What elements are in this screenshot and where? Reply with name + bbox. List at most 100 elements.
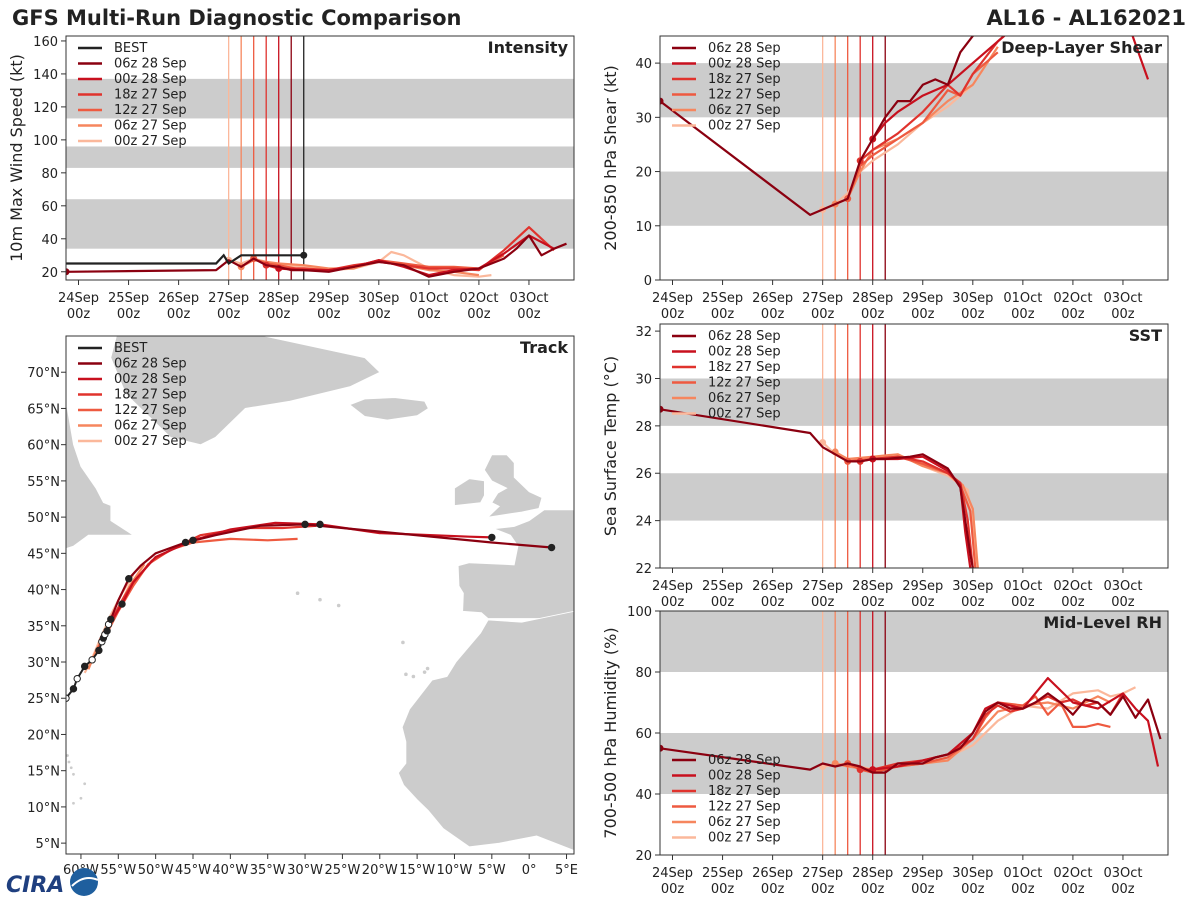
sst-xtick-label: 00z [811, 595, 835, 610]
shear-legend-label: 00z 27 Sep [708, 119, 781, 134]
island-shape [404, 672, 408, 676]
intensity-ytick-label: 40 [41, 233, 58, 248]
rh-xtick-label: 00z [761, 882, 785, 897]
island-shape [58, 752, 62, 756]
track-lon-label: 5°W [478, 863, 506, 878]
track-lat-label: 45°N [27, 547, 60, 562]
intensity-xtick-label: 03Oct [509, 291, 548, 306]
ireland-shape [455, 479, 485, 506]
track-best-point [108, 616, 114, 622]
track-lat-label: 5°N [36, 837, 61, 852]
shear-xtick-label: 00z [761, 307, 785, 322]
intensity-xtick-label: 01Oct [409, 291, 448, 306]
sst-legend-label: 06z 28 Sep [708, 329, 781, 344]
shear-xtick-label: 00z [1111, 307, 1135, 322]
track-best-point [96, 647, 102, 653]
intensity-ytick-label: 140 [33, 68, 58, 83]
rh-xtick-label: 30Sep [952, 866, 993, 881]
track-best-point [70, 686, 76, 692]
sst-ytick-label: 28 [635, 420, 652, 435]
shear-xtick-label: 01Oct [1003, 291, 1042, 306]
sst-xtick-label: 00z [861, 595, 885, 610]
shear-xtick-label: 00z [961, 307, 985, 322]
sst-xtick-label: 29Sep [902, 579, 943, 594]
track-lon-label: 55°W [100, 863, 136, 878]
rh-xtick-label: 00z [661, 882, 685, 897]
shear-ytick-label: 30 [635, 111, 652, 126]
sst-xtick-label: 00z [1111, 595, 1135, 610]
rh-xtick-label: 00z [711, 882, 735, 897]
intensity-xtick-label: 25Sep [108, 291, 149, 306]
shear-xtick-label: 26Sep [752, 291, 793, 306]
track-panel: 5°N10°N15°N20°N25°N30°N35°N40°N45°N50°N5… [6, 329, 578, 878]
shear-ytick-label: 0 [644, 274, 652, 289]
track-legend-label: BEST [114, 341, 147, 356]
sst-ytick-label: 24 [635, 515, 652, 530]
track-lon-label: 50°W [138, 863, 174, 878]
island-shape [72, 773, 76, 777]
island-shape [83, 782, 87, 786]
rh-xtick-label: 00z [1011, 882, 1035, 897]
rh-ytick-label: 60 [635, 727, 652, 742]
shear-ytick-label: 10 [635, 220, 652, 235]
island-shape [411, 674, 415, 678]
sst-legend-label: 06z 27 Sep [708, 391, 781, 406]
iceland-shape [350, 398, 428, 420]
charts-layer: 2040608010012014016024Sep00z25Sep00z26Se… [6, 0, 1168, 897]
intensity-best-marker [300, 252, 307, 259]
shear-xtick-label: 30Sep [952, 291, 993, 306]
sst-title: SST [1129, 326, 1162, 345]
sst-xtick-label: 00z [711, 595, 735, 610]
shear-xtick-label: 00z [1011, 307, 1035, 322]
shear-xtick-label: 25Sep [702, 291, 743, 306]
track-series-point [317, 521, 323, 527]
figure-canvas: GFS Multi-Run Diagnostic Comparison AL16… [0, 0, 1200, 900]
rh-xtick-label: 00z [811, 882, 835, 897]
intensity-xtick-label: 26Sep [158, 291, 199, 306]
cira-logo-globe [70, 868, 98, 896]
shear-xtick-label: 00z [911, 307, 935, 322]
rh-xtick-label: 25Sep [702, 866, 743, 881]
track-lat-label: 70°N [27, 366, 60, 381]
shear-ytick-label: 20 [635, 166, 652, 181]
track-lat-label: 35°N [27, 620, 60, 635]
cira-logo-text: CIRA [6, 873, 64, 898]
track-best-point [89, 657, 95, 663]
island-shape [72, 801, 76, 805]
intensity-xtick-label: 00z [117, 307, 141, 322]
intensity-legend-label: 06z 28 Sep [114, 57, 187, 72]
track-lat-label: 25°N [27, 692, 60, 707]
intensity-xtick-label: 28Sep [258, 291, 299, 306]
sst-xtick-label: 24Sep [652, 579, 693, 594]
intensity-ytick-label: 80 [41, 167, 58, 182]
sst-legend-label: 12z 27 Sep [708, 376, 781, 391]
shear-xtick-label: 28Sep [852, 291, 893, 306]
rh-xtick-label: 03Oct [1103, 866, 1142, 881]
rh-legend-label: 00z 28 Sep [708, 769, 781, 784]
intensity-band [66, 199, 574, 248]
track-title: Track [520, 338, 568, 357]
track-lat-label: 15°N [27, 765, 60, 780]
rh-legend-label: 06z 28 Sep [708, 753, 781, 768]
track-lat-label: 60°N [27, 439, 60, 454]
sst-panel: 22242628303224Sep00z25Sep00z26Sep00z27Se… [601, 324, 1168, 610]
sst-ytick-label: 26 [635, 467, 652, 482]
track-lon-label: 25°W [324, 863, 360, 878]
intensity-xtick-label: 27Sep [208, 291, 249, 306]
intensity-ylabel: 10m Max Wind Speed (kt) [7, 54, 26, 262]
shear-legend-label: 06z 28 Sep [708, 41, 781, 56]
shear-xtick-label: 03Oct [1103, 291, 1142, 306]
rh-legend-label: 06z 27 Sep [708, 815, 781, 830]
sst-legend-label: 18z 27 Sep [708, 360, 781, 375]
sst-ytick-label: 30 [635, 372, 652, 387]
rh-legend-label: 18z 27 Sep [708, 784, 781, 799]
africa-shape [398, 611, 574, 850]
rh-ytick-label: 20 [635, 849, 652, 864]
shear-xtick-label: 29Sep [902, 291, 943, 306]
shear-band [660, 172, 1168, 226]
intensity-xtick-label: 02Oct [459, 291, 498, 306]
track-series-point [119, 601, 125, 607]
rh-legend-label: 12z 27 Sep [708, 800, 781, 815]
rh-ytick-label: 80 [635, 666, 652, 681]
track-legend-label: 06z 28 Sep [114, 357, 187, 372]
